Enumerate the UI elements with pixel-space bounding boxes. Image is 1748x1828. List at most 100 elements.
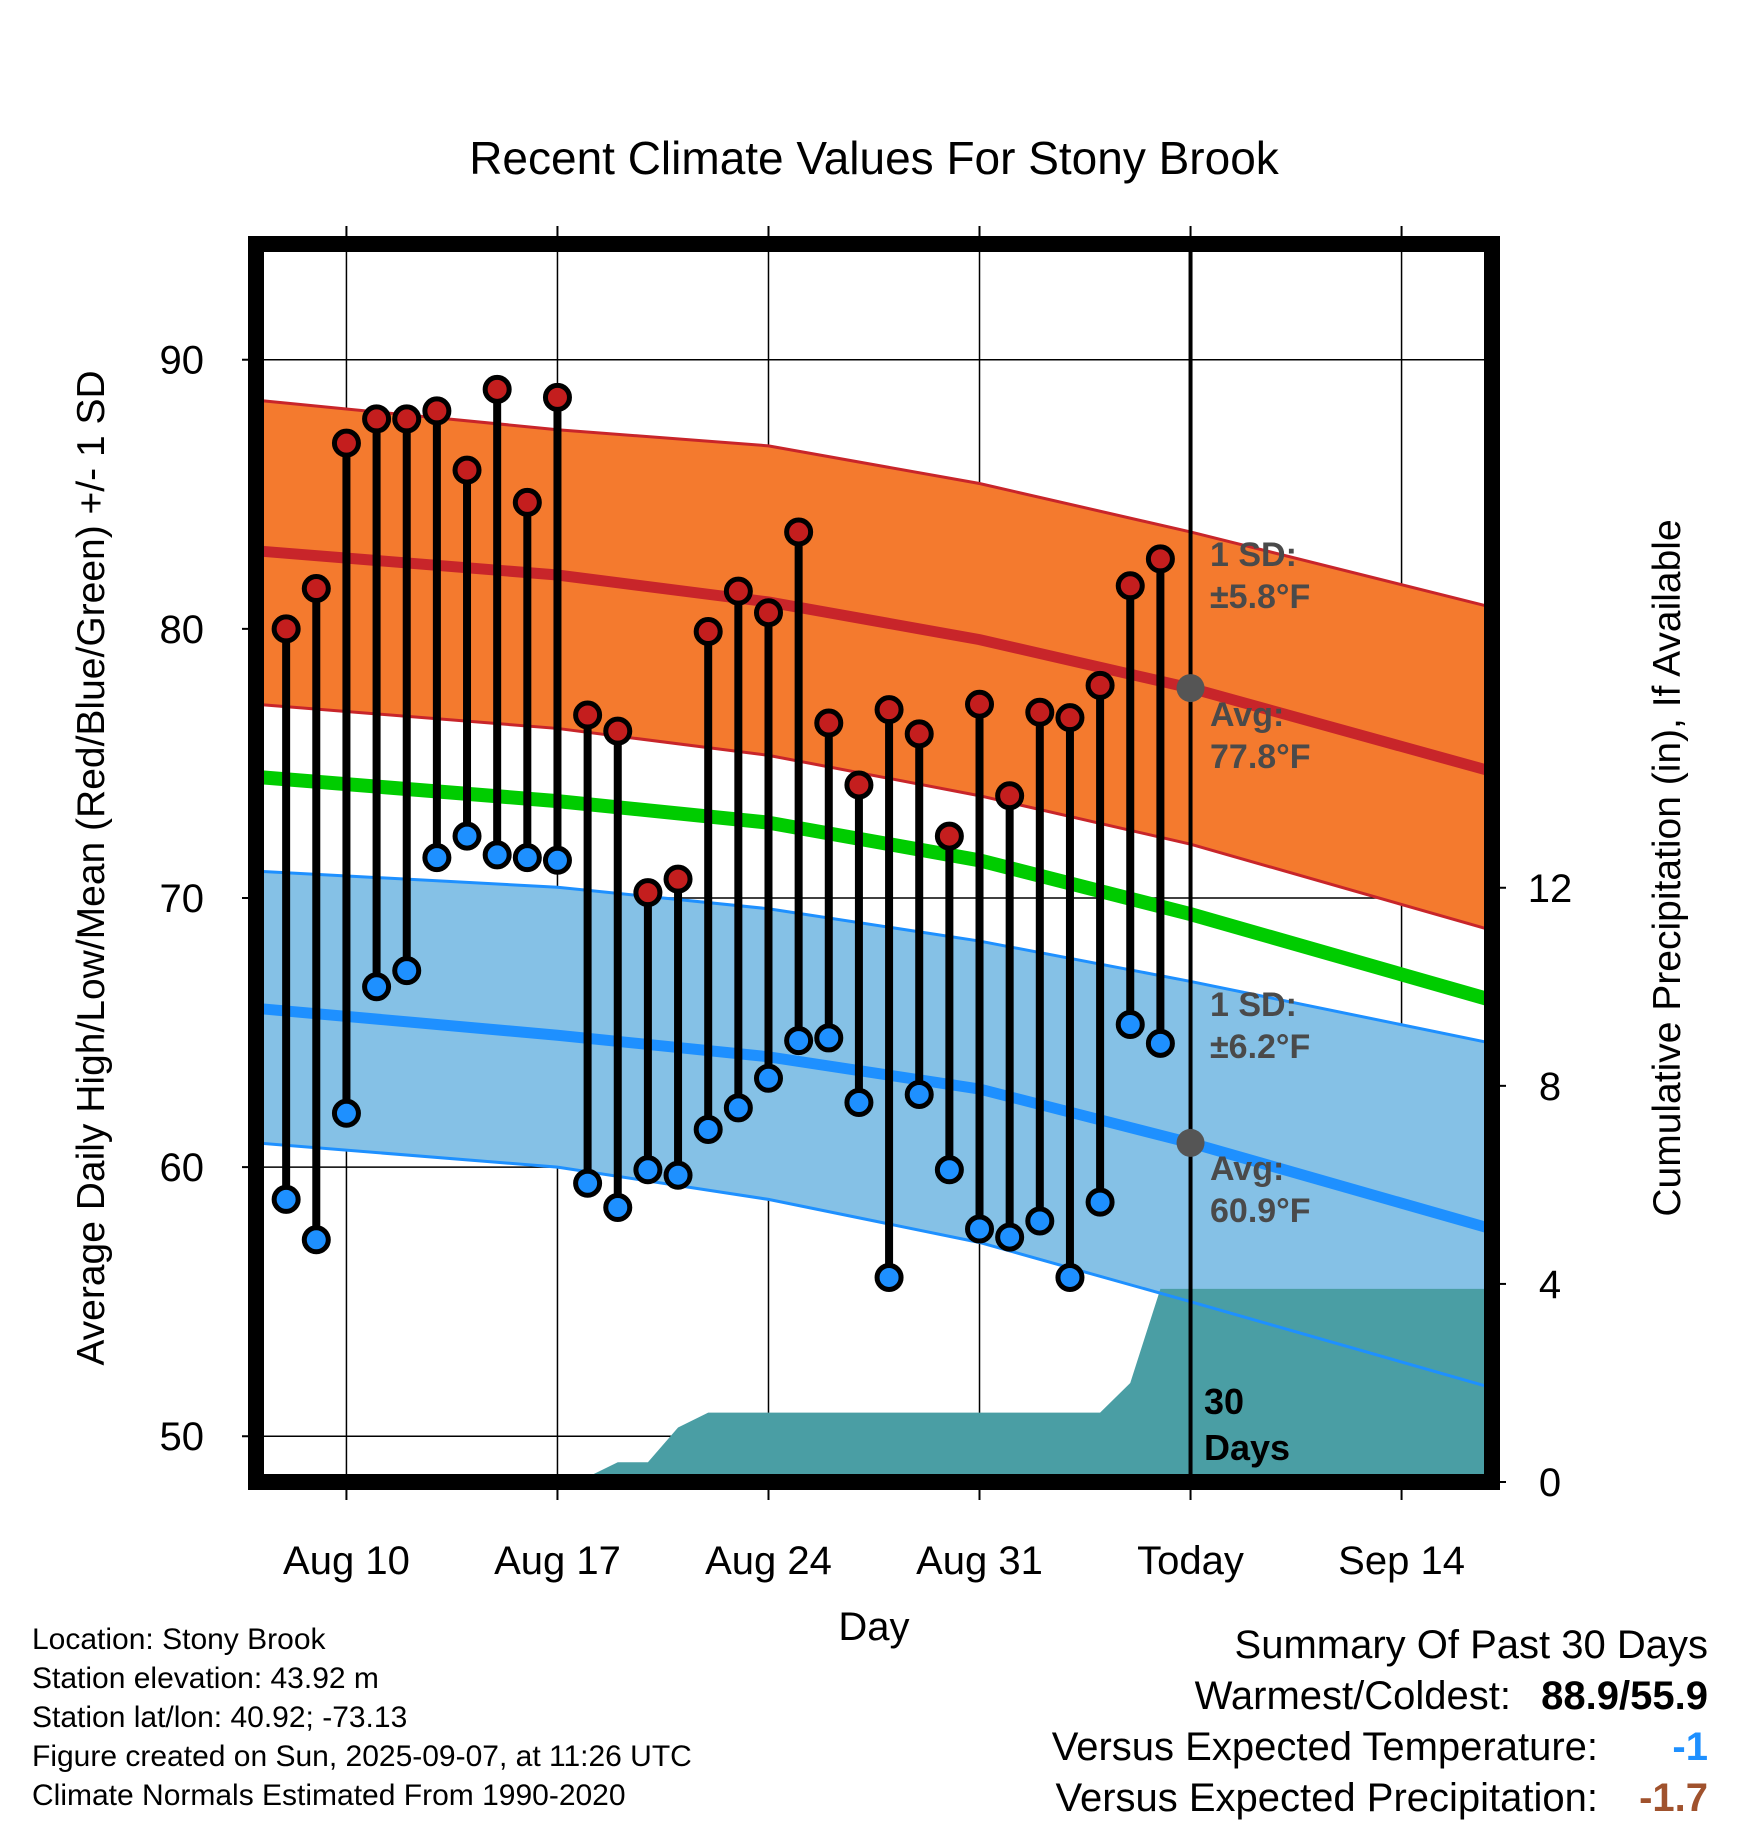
high-sd-band bbox=[256, 400, 1492, 931]
low-point bbox=[1145, 1028, 1175, 1058]
high-avg-value: 77.8°F bbox=[1210, 738, 1311, 776]
y2-tick-label: 4 bbox=[1539, 1263, 1561, 1307]
summary-warmest-coldest-row: Warmest/Coldest: 88.9/55.9 bbox=[1052, 1671, 1708, 1722]
high-point bbox=[452, 455, 482, 485]
mean-normal-line bbox=[255, 769, 1494, 1007]
y-tick-label: 50 bbox=[160, 1415, 205, 1459]
plot-frame-group bbox=[248, 236, 1500, 1490]
high-point bbox=[904, 719, 934, 749]
low-point bbox=[784, 1026, 814, 1056]
daily-range-bars bbox=[271, 374, 1175, 1292]
high-point bbox=[934, 821, 964, 851]
high-point bbox=[271, 614, 301, 644]
high-upper-edge bbox=[255, 398, 1493, 609]
high-point bbox=[362, 404, 392, 434]
low-point bbox=[362, 972, 392, 1002]
annotations-group: 1 SD: ±5.8°F Avg: 77.8°F 1 SD: ±6.2°F Av… bbox=[1204, 536, 1311, 1468]
low-point bbox=[482, 840, 512, 870]
low-upper-edge bbox=[255, 869, 1493, 1045]
elevation-text: Station elevation: 43.92 m bbox=[32, 1662, 379, 1695]
high-point bbox=[814, 708, 844, 738]
low-point bbox=[693, 1114, 723, 1144]
high-point bbox=[784, 517, 814, 547]
y2-tick-label: 8 bbox=[1539, 1065, 1561, 1109]
precip-area bbox=[256, 1288, 1492, 1482]
low-point bbox=[965, 1214, 995, 1244]
y-tick-label: 60 bbox=[160, 1146, 205, 1190]
low-point bbox=[663, 1160, 693, 1190]
summary-temp-row: Versus Expected Temperature: -1 bbox=[1052, 1722, 1708, 1773]
low-sd-value: ±6.2°F bbox=[1210, 1028, 1310, 1066]
today-high-avg-marker bbox=[1176, 674, 1205, 703]
high-sd-value: ±5.8°F bbox=[1210, 578, 1310, 616]
precip-vs-expected-label: Versus Expected Precipitation: bbox=[1055, 1776, 1598, 1820]
high-point bbox=[1145, 544, 1175, 574]
low-point bbox=[542, 845, 572, 875]
today-line-group bbox=[1176, 244, 1205, 1482]
x-tick-label: Aug 24 bbox=[705, 1539, 832, 1583]
high-lower-edge bbox=[255, 702, 1493, 932]
normal-bands bbox=[256, 400, 1492, 1388]
summary-precip-row: Versus Expected Precipitation: -1.7 bbox=[1052, 1773, 1708, 1824]
days-label: Days bbox=[1204, 1427, 1290, 1468]
high-point bbox=[723, 576, 753, 606]
y-tick-label: 90 bbox=[160, 339, 205, 383]
low-point bbox=[814, 1023, 844, 1053]
y-axis-label: Average Daily High/Low/Mean (Red/Blue/Gr… bbox=[70, 370, 113, 1365]
x-tick-label: Today bbox=[1137, 1539, 1244, 1583]
low-point bbox=[603, 1192, 633, 1222]
y-tick-label: 70 bbox=[160, 877, 205, 921]
high-point bbox=[482, 374, 512, 404]
high-avg-label: Avg: bbox=[1210, 696, 1284, 734]
low-avg-value: 60.9°F bbox=[1210, 1192, 1311, 1230]
high-point bbox=[965, 689, 995, 719]
x-tick-label: Aug 10 bbox=[283, 1539, 410, 1583]
low-point bbox=[452, 821, 482, 851]
low-point bbox=[844, 1088, 874, 1118]
low-point bbox=[753, 1063, 783, 1093]
low-sd-label: 1 SD: bbox=[1210, 986, 1297, 1024]
x-tick-label: Aug 31 bbox=[916, 1539, 1043, 1583]
location-text: Location: Stony Brook bbox=[32, 1623, 326, 1656]
high-normal-line bbox=[255, 545, 1494, 777]
low-point bbox=[573, 1168, 603, 1198]
low-point bbox=[422, 843, 452, 873]
high-point bbox=[1115, 571, 1145, 601]
low-point bbox=[301, 1225, 331, 1255]
high-point bbox=[1025, 697, 1055, 727]
high-point bbox=[995, 781, 1025, 811]
low-point bbox=[1085, 1187, 1115, 1217]
high-point bbox=[603, 716, 633, 746]
warmest-coldest-label: Warmest/Coldest: bbox=[1194, 1674, 1511, 1718]
plot-area bbox=[255, 244, 1494, 1482]
low-point bbox=[331, 1098, 361, 1128]
x-axis-label: Day bbox=[838, 1605, 909, 1649]
low-point bbox=[1025, 1206, 1055, 1236]
low-normal-line bbox=[255, 1002, 1494, 1235]
low-point bbox=[904, 1079, 934, 1109]
high-point bbox=[392, 404, 422, 434]
summary-panel: Summary Of Past 30 Days Warmest/Coldest:… bbox=[1052, 1620, 1708, 1824]
high-point bbox=[663, 864, 693, 894]
x-tick-label: Aug 17 bbox=[494, 1539, 621, 1583]
low-point bbox=[1055, 1262, 1085, 1292]
high-point bbox=[753, 598, 783, 628]
station-info: Location: Stony Brook Station elevation:… bbox=[32, 1620, 692, 1815]
plot-frame bbox=[248, 236, 1500, 1490]
high-point bbox=[542, 382, 572, 412]
y2-axis-label: Cumulative Precipitation (in), If Availa… bbox=[1646, 519, 1689, 1216]
today-low-avg-marker bbox=[1176, 1128, 1205, 1157]
precipitation-area bbox=[256, 1288, 1492, 1482]
high-point bbox=[693, 617, 723, 647]
low-point bbox=[995, 1222, 1025, 1252]
high-point bbox=[1085, 670, 1115, 700]
y-tick-label: 80 bbox=[160, 608, 205, 652]
low-point bbox=[723, 1093, 753, 1123]
days-number: 30 bbox=[1204, 1381, 1244, 1422]
high-point bbox=[633, 878, 663, 908]
high-point bbox=[422, 396, 452, 426]
low-lower-edge bbox=[255, 1141, 1493, 1390]
high-sd-label: 1 SD: bbox=[1210, 536, 1297, 574]
low-point bbox=[392, 956, 422, 986]
